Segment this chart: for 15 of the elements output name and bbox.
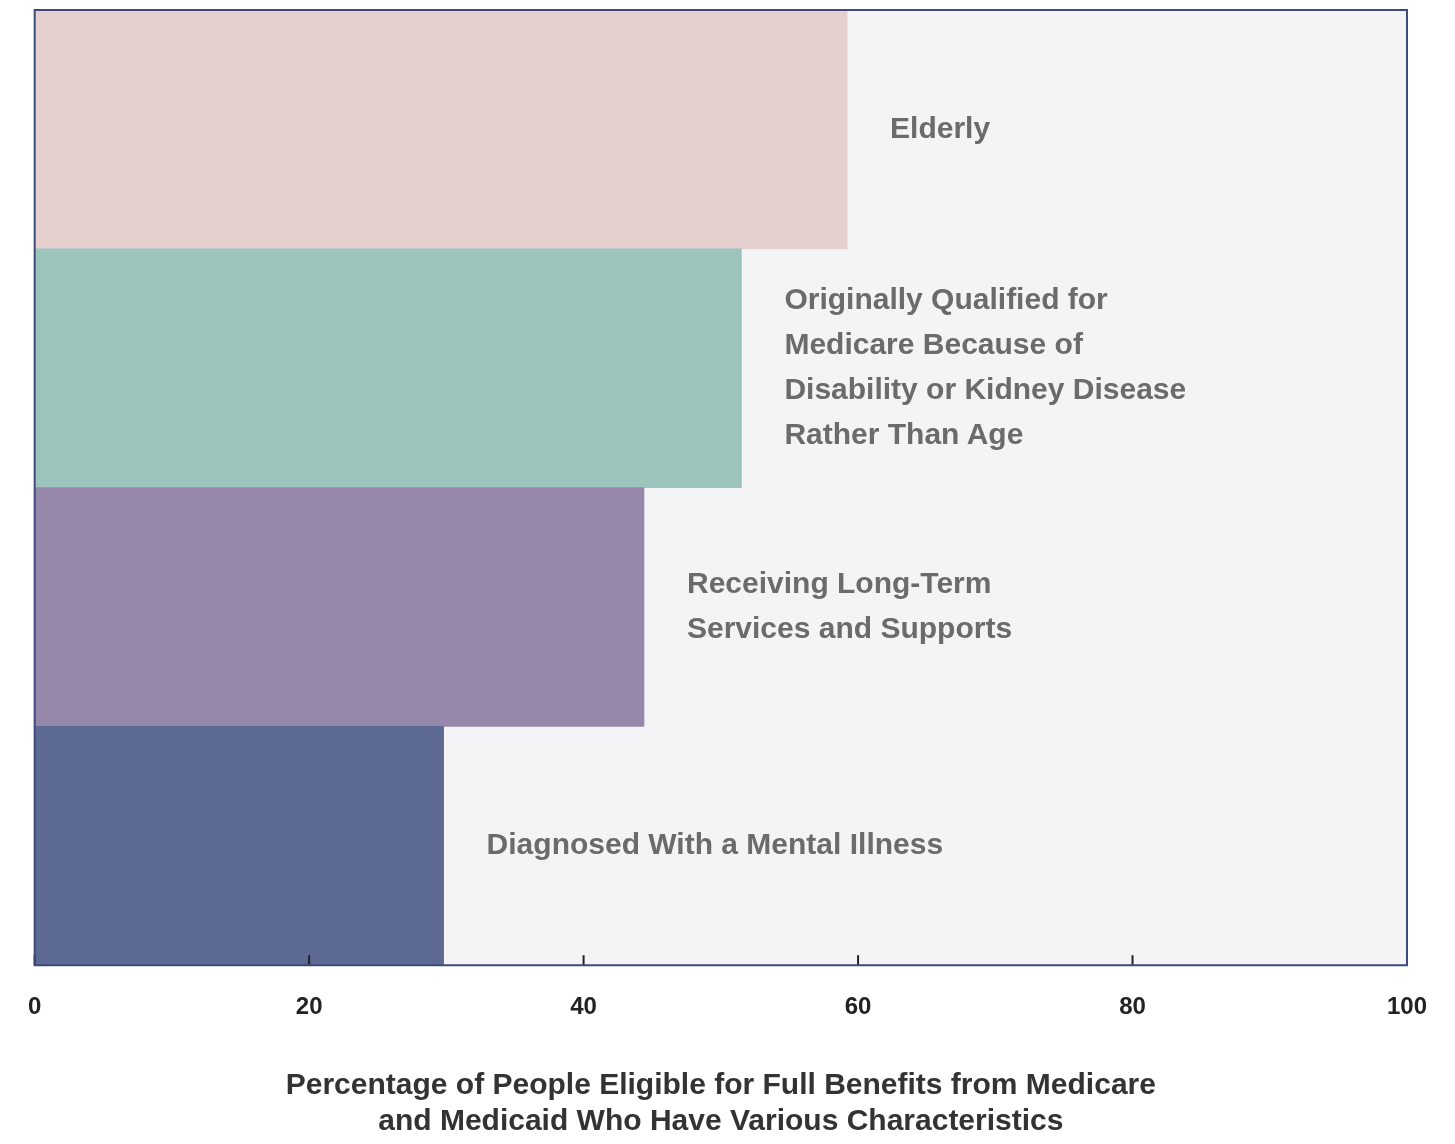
bar	[34, 248, 742, 488]
x-tick-label: 20	[295, 992, 323, 1020]
y-tick-label: Elderly	[890, 110, 991, 144]
x-tick-label: 0	[27, 992, 42, 1020]
y-tick-label: Diagnosed With a Mental Illness	[486, 827, 944, 861]
x-axis-title: Percentage of People Eligible for Full Benefits from Medicare and Medicaid Who Have Various Characteristics	[285, 1067, 1156, 1137]
bar	[34, 726, 444, 966]
x-tick-label: 100	[1386, 992, 1427, 1020]
y-tick-label: Receiving Long-Term Services and Supports	[686, 565, 1013, 644]
y-tick-label: Originally Qualified for Medicare Because of Disability or Kidney Disease Rather Than Age	[784, 281, 1187, 450]
x-tick-label: 60	[844, 992, 872, 1020]
bar	[34, 487, 645, 727]
x-tick-label: 40	[570, 992, 597, 1020]
x-tick-label: 80	[1119, 992, 1146, 1020]
bar	[34, 10, 848, 250]
